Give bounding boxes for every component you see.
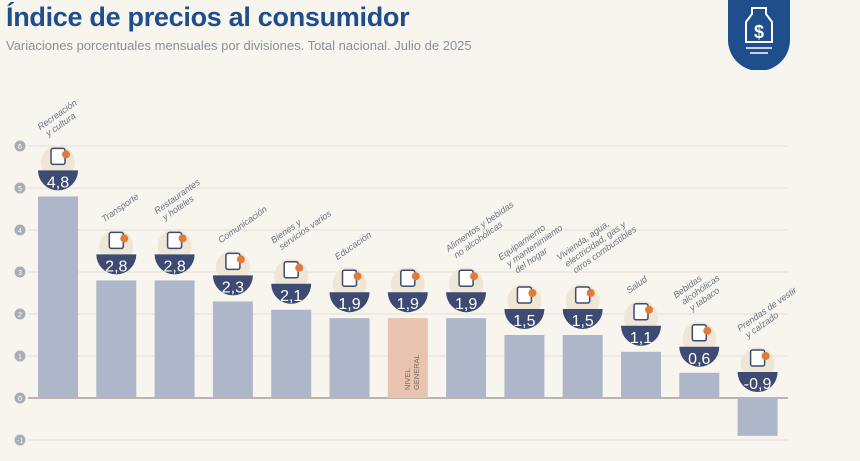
category-label: Equipamientoy mantenimientodel hogar bbox=[496, 214, 570, 278]
y-tick-marker bbox=[14, 224, 26, 236]
category-label: Salud bbox=[624, 273, 649, 295]
value-bubble bbox=[329, 292, 370, 313]
category-label: Comunicación bbox=[216, 204, 268, 245]
y-tick-marker bbox=[14, 266, 26, 278]
icon-accent bbox=[178, 234, 187, 243]
icon-accent bbox=[120, 234, 129, 243]
icon-accent bbox=[703, 326, 712, 335]
value-bubble bbox=[446, 292, 487, 313]
y-tick-label: 4 bbox=[18, 228, 22, 235]
page-title: Índice de precios al consumidor bbox=[6, 2, 410, 32]
value-label: 2,3 bbox=[222, 279, 244, 296]
icon-accent bbox=[761, 352, 770, 360]
value-label: 1,1 bbox=[630, 330, 652, 347]
category-label: Prendas de vestiry calzado bbox=[735, 285, 805, 342]
bar bbox=[621, 351, 661, 398]
category-label-line: Educación bbox=[333, 230, 373, 262]
y-tick-marker bbox=[14, 140, 26, 152]
y-tick-label: 1 bbox=[18, 354, 22, 361]
bar bbox=[387, 318, 428, 398]
value-label: 2,1 bbox=[280, 288, 302, 305]
bar bbox=[271, 309, 312, 398]
value-label: 0,6 bbox=[688, 351, 710, 368]
bar bbox=[38, 196, 78, 398]
icon-accent bbox=[645, 305, 653, 314]
value-label: 1,9 bbox=[338, 296, 360, 313]
bar bbox=[96, 280, 137, 398]
category-label: Vivienda, agua,electricidad, gas yotros … bbox=[555, 207, 639, 278]
icon-accent bbox=[528, 289, 537, 297]
y-tick-marker bbox=[14, 392, 26, 404]
y-tick-marker bbox=[14, 308, 26, 320]
y-tick-label: -1 bbox=[17, 438, 23, 445]
icon-accent bbox=[411, 272, 420, 281]
value-label: 1,5 bbox=[513, 313, 535, 330]
icon-accent bbox=[353, 272, 362, 281]
value-bubble bbox=[38, 170, 78, 191]
price-tag-logo-icon: $ bbox=[728, 0, 790, 70]
y-tick-label: 6 bbox=[18, 144, 22, 151]
value-label: 2,8 bbox=[105, 258, 127, 275]
svg-text:$: $ bbox=[754, 22, 764, 42]
value-bubble bbox=[504, 309, 545, 330]
icon-accent bbox=[586, 289, 595, 297]
y-tick-label: 3 bbox=[18, 270, 22, 277]
y-tick-marker bbox=[14, 182, 26, 194]
bar bbox=[737, 398, 778, 436]
y-tick-marker bbox=[14, 434, 26, 446]
category-label-line: Comunicación bbox=[216, 204, 268, 245]
bar bbox=[329, 318, 370, 398]
value-bubble bbox=[387, 292, 428, 313]
value-bubble bbox=[212, 275, 253, 296]
value-label: 4,8 bbox=[47, 174, 69, 191]
value-bubble bbox=[154, 254, 195, 275]
highlight-label-line: NIVEL bbox=[403, 368, 412, 390]
value-label: -0,9 bbox=[744, 376, 772, 393]
category-label: Recreacióny cultura bbox=[36, 98, 85, 140]
category-label-line: Transporte bbox=[100, 191, 141, 224]
highlight-label-line: GENERAL bbox=[412, 354, 421, 390]
value-bubble bbox=[96, 254, 137, 275]
bar bbox=[679, 372, 720, 398]
bar bbox=[504, 335, 545, 398]
icon-accent bbox=[470, 272, 479, 281]
category-label: Restaurantesy hoteles bbox=[152, 177, 208, 224]
category-label-line: Alimentos y bebidas bbox=[443, 199, 516, 254]
value-bubble bbox=[621, 325, 661, 346]
icon-accent bbox=[236, 255, 245, 264]
page-subtitle: Variaciones porcentuales mensuales por d… bbox=[6, 38, 472, 53]
value-bubble bbox=[271, 283, 312, 304]
value-bubble bbox=[562, 309, 603, 329]
bar bbox=[562, 335, 603, 398]
highlight-label: NIVELGENERAL bbox=[403, 354, 421, 390]
value-label: 1,9 bbox=[455, 296, 477, 313]
y-tick-label: 2 bbox=[18, 312, 22, 319]
y-tick-marker bbox=[14, 350, 26, 362]
value-label: 2,8 bbox=[163, 258, 185, 275]
bar bbox=[212, 301, 253, 398]
y-tick-label: 5 bbox=[18, 186, 22, 193]
value-bubble bbox=[679, 346, 720, 367]
category-label: Bienes yservicios varios bbox=[269, 200, 334, 254]
value-label: 1,5 bbox=[572, 313, 594, 330]
value-bubble bbox=[737, 372, 778, 392]
category-label: Educación bbox=[333, 230, 373, 262]
category-label-line: Salud bbox=[624, 273, 649, 295]
icon-accent bbox=[295, 263, 304, 272]
category-label: Transporte bbox=[100, 191, 141, 224]
bar bbox=[154, 280, 195, 398]
y-tick-label: 0 bbox=[18, 396, 22, 403]
value-label: 1,9 bbox=[397, 296, 419, 313]
bar bbox=[446, 318, 487, 398]
icon-accent bbox=[62, 150, 70, 159]
